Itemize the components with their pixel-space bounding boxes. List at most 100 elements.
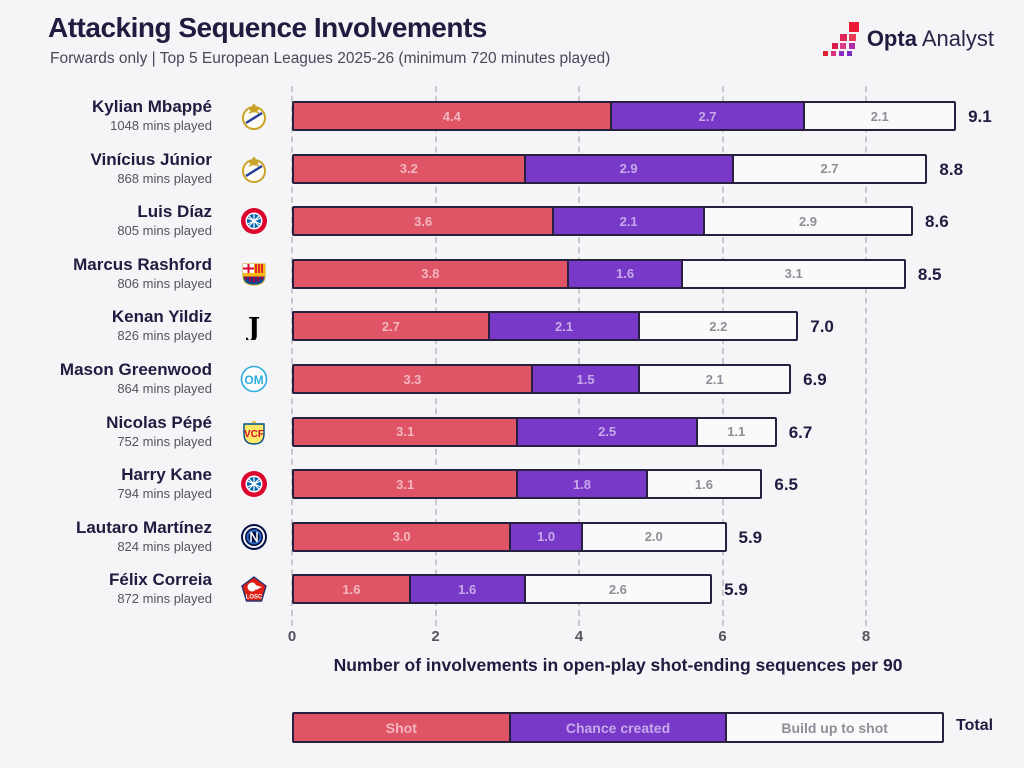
legend-bar: Shot Chance created Build up to shot	[292, 712, 944, 743]
stacked-bar-Kylian Mbappé: 4.4 2.7 2.1	[292, 101, 957, 131]
total-value: 5.9	[738, 527, 763, 547]
chance-segment: 1.6	[566, 260, 682, 287]
chance-segment: 1.0	[509, 523, 581, 550]
legend-shot: Shot	[294, 714, 509, 741]
buildup-segment: 1.6	[645, 471, 761, 498]
shot-segment: 2.7	[294, 313, 488, 340]
stacked-bar-Vinícius Júnior: 3.2 2.9 2.7	[292, 153, 928, 184]
bayern-badge-icon	[240, 470, 268, 498]
logo-opta-text: Opta	[866, 26, 917, 51]
total-value: 5.9	[724, 580, 748, 600]
buildup-segment: 2.1	[638, 366, 790, 392]
player-mins: 864 mins played	[117, 381, 212, 396]
opta-pixel-mark-icon	[822, 22, 859, 56]
chance-segment: 1.6	[408, 576, 524, 603]
stacked-bar-Kenan Yildiz: 2.7 2.1 2.2	[292, 311, 799, 342]
svg-text:J: J	[246, 313, 260, 340]
player-name: Nicolas Pépé	[106, 412, 212, 432]
stacked-bar-Nicolas Pépé: 3.1 2.5 1.1	[292, 416, 777, 447]
x-tick-0: 0	[287, 628, 297, 645]
total-value: 8.5	[917, 264, 942, 284]
svg-text:VCF: VCF	[244, 429, 264, 440]
page-title: Attacking Sequence Involvements	[48, 12, 487, 43]
buildup-segment: 2.9	[702, 208, 912, 235]
player-mins: 1048 mins played	[110, 118, 212, 133]
total-value: 6.5	[774, 475, 799, 495]
player-label: Lautaro Martínez 824 mins played	[40, 518, 212, 555]
gridline-x-4	[578, 86, 580, 626]
chance-segment: 2.7	[609, 103, 804, 129]
shot-segment: 3.1	[294, 418, 517, 445]
chance-segment: 2.5	[516, 418, 696, 445]
player-mins: 824 mins played	[117, 538, 212, 554]
buildup-segment: 2.2	[638, 313, 797, 340]
chance-segment: 1.5	[530, 366, 639, 392]
lille-badge-icon: LOSC	[240, 575, 268, 603]
buildup-segment: 2.6	[523, 576, 711, 603]
stacked-bar-Harry Kane: 3.1 1.8 1.6	[292, 469, 763, 500]
shot-segment: 1.6	[294, 576, 409, 603]
player-name: Kenan Yildiz	[111, 307, 212, 327]
x-tick-4: 4	[574, 628, 584, 645]
shot-segment: 3.1	[294, 471, 517, 498]
player-label: Mason Greenwood 864 mins played	[40, 360, 212, 397]
player-label: Kenan Yildiz 826 mins played	[40, 307, 212, 344]
chance-segment: 2.1	[487, 313, 639, 340]
player-label: Harry Kane 794 mins played	[40, 465, 212, 502]
x-tick-2: 2	[431, 628, 440, 645]
total-value: 6.7	[788, 422, 813, 442]
chance-segment: 2.1	[552, 208, 703, 235]
x-axis-label: Number of involvements in open-play shot…	[333, 655, 903, 675]
player-mins: 806 mins played	[117, 275, 212, 291]
player-name: Kylian Mbappé	[92, 97, 212, 116]
player-name: Mason Greenwood	[59, 360, 212, 379]
chance-segment: 1.8	[516, 471, 646, 498]
legend-chance: Chance created	[508, 714, 726, 741]
svg-text:OM: OM	[244, 373, 263, 387]
bayern-badge-icon	[240, 207, 268, 235]
svg-text:LOSC: LOSC	[246, 595, 263, 601]
gridline-x-8	[865, 86, 867, 626]
opta-analyst-wordmark: Opta Analyst	[867, 26, 994, 52]
legend-buildup: Build up to shot	[725, 714, 943, 741]
total-value: 7.0	[810, 317, 834, 337]
player-label: Vinícius Júnior 868 mins played	[40, 150, 212, 187]
stacked-bar-Marcus Rashford: 3.8 1.6 3.1	[292, 258, 906, 289]
player-mins: 752 mins played	[117, 433, 212, 449]
gridline-x-2	[434, 86, 437, 626]
player-label: Marcus Rashford 806 mins played	[40, 255, 212, 292]
shot-segment: 3.6	[294, 208, 553, 235]
player-mins: 805 mins played	[117, 223, 212, 239]
player-name: Harry Kane	[121, 465, 212, 485]
buildup-segment: 2.7	[731, 155, 926, 182]
gridline-x-0	[291, 86, 293, 626]
total-value: 8.8	[939, 159, 964, 179]
player-label: Nicolas Pépé 752 mins played	[40, 413, 212, 450]
buildup-segment: 2.1	[803, 103, 955, 129]
shot-segment: 3.0	[294, 523, 510, 550]
buildup-segment: 2.0	[580, 523, 725, 550]
opta-analyst-logo: Opta Analyst	[822, 22, 994, 56]
player-name: Luis Díaz	[137, 202, 212, 222]
stacked-bar-Lautaro Martínez: 3.0 1.0 2.0	[292, 521, 727, 552]
shot-segment: 3.2	[294, 155, 524, 182]
real-madrid-badge-icon	[240, 155, 268, 183]
total-value: 8.6	[925, 212, 949, 232]
player-name: Marcus Rashford	[73, 254, 212, 274]
gridline-x-6	[721, 86, 724, 626]
player-mins: 868 mins played	[117, 170, 212, 186]
stacked-bar-Mason Greenwood: 3.3 1.5 2.1	[292, 364, 792, 394]
legend-total-label: Total	[956, 717, 994, 734]
buildup-segment: 3.1	[681, 260, 904, 287]
buildup-segment: 1.1	[695, 418, 775, 445]
player-mins: 872 mins played	[117, 591, 212, 607]
stacked-bar-Félix Correia: 1.6 1.6 2.6	[292, 574, 713, 605]
villarreal-badge-icon: VCF	[240, 418, 268, 446]
inter-badge-icon	[240, 523, 268, 551]
player-name: Vinícius Júnior	[90, 149, 212, 169]
player-label: Kylian Mbappé 1048 mins played	[40, 97, 212, 134]
barcelona-badge-icon	[240, 260, 268, 288]
x-tick-6: 6	[718, 628, 727, 645]
player-label: Félix Correia 872 mins played	[40, 570, 212, 607]
